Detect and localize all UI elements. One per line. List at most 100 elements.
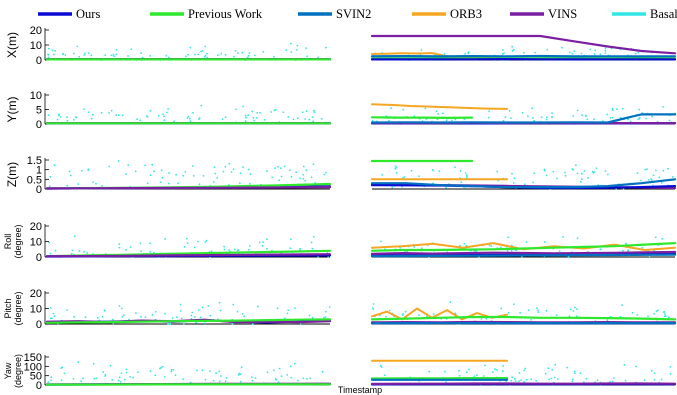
- basalt-point: [635, 365, 637, 368]
- basalt-point: [149, 109, 152, 112]
- basalt-point: [525, 241, 528, 243]
- basalt-point: [118, 376, 121, 379]
- basalt-point: [245, 116, 248, 119]
- basalt-point: [151, 163, 154, 166]
- basalt-point: [390, 107, 392, 110]
- basalt-point: [576, 237, 579, 240]
- basalt-point: [599, 53, 602, 56]
- y-tick-label-yaw: 50: [30, 371, 42, 383]
- basalt-point: [488, 244, 491, 247]
- legend-label-basalt: Basalt: [650, 7, 677, 21]
- basalt-point: [544, 372, 547, 375]
- basalt-point: [475, 250, 478, 253]
- series-orb3-right-y: [371, 103, 508, 110]
- basalt-point: [243, 315, 246, 318]
- basalt-point: [568, 51, 571, 54]
- basalt-point: [110, 54, 113, 57]
- basalt-point: [224, 116, 227, 118]
- basalt-point: [296, 44, 299, 47]
- basalt-point: [648, 255, 651, 258]
- basalt-point: [664, 313, 666, 315]
- basalt-point: [558, 250, 561, 253]
- basalt-point: [669, 372, 672, 375]
- basalt-point: [371, 119, 374, 122]
- basalt-point: [500, 307, 503, 310]
- basalt-point: [624, 379, 627, 382]
- basalt-point: [437, 113, 439, 115]
- basalt-point: [496, 368, 498, 371]
- y-tick-label-z: 0: [36, 184, 42, 196]
- basalt-point: [201, 50, 204, 52]
- basalt-point: [650, 178, 652, 180]
- y-tick-label-z: 0.5: [27, 174, 42, 186]
- basalt-point: [108, 112, 110, 114]
- basalt-point: [286, 312, 289, 315]
- basalt-point: [324, 171, 327, 174]
- basalt-point: [566, 366, 569, 369]
- series-previous-work-left-pitch: [45, 318, 332, 324]
- basalt-point: [527, 115, 529, 117]
- basalt-point: [54, 50, 56, 52]
- y-tick-label-roll: 10: [30, 237, 42, 249]
- basalt-point: [83, 54, 85, 56]
- basalt-point: [168, 56, 170, 59]
- basalt-point: [242, 166, 245, 169]
- basalt-point: [238, 182, 241, 185]
- basalt-point: [115, 53, 118, 56]
- basalt-point: [52, 312, 55, 315]
- basalt-point: [140, 52, 143, 55]
- basalt-point: [518, 372, 521, 374]
- basalt-point: [536, 309, 539, 312]
- basalt-point: [189, 46, 192, 49]
- basalt-point: [125, 371, 128, 374]
- basalt-point: [609, 117, 612, 119]
- basalt-point: [545, 174, 548, 177]
- basalt-point: [277, 381, 280, 384]
- series-previous-work-right-roll: [370, 242, 677, 252]
- panel-pitch: Pitch (degree) 0 10 20: [3, 288, 677, 331]
- basalt-point: [658, 176, 661, 179]
- basalt-point: [193, 246, 196, 249]
- basalt-point: [146, 116, 149, 118]
- basalt-point: [444, 370, 446, 373]
- basalt-point: [266, 170, 268, 173]
- basalt-point: [465, 371, 468, 374]
- basalt-point: [280, 175, 283, 178]
- basalt-point: [488, 110, 490, 112]
- series-orb3-right-pitch: [371, 307, 508, 321]
- y-axis-label-y: Y(m): [5, 97, 19, 123]
- basalt-point: [296, 49, 298, 51]
- basalt-point: [667, 167, 669, 170]
- basalt-point: [580, 52, 583, 55]
- basalt-point: [47, 114, 50, 117]
- basalt-point: [476, 374, 478, 376]
- basalt-point: [201, 369, 204, 372]
- basalt-point: [47, 47, 50, 50]
- basalt-point: [261, 244, 264, 247]
- basalt-point: [248, 52, 251, 54]
- basalt-point: [127, 55, 129, 57]
- basalt-point: [302, 165, 305, 168]
- basalt-point: [305, 110, 308, 113]
- panel-z: Z(m) 00.511.5: [5, 155, 677, 196]
- basalt-point: [278, 179, 280, 182]
- basalt-point: [653, 378, 656, 381]
- basalt-point: [308, 118, 311, 121]
- basalt-point: [571, 378, 574, 381]
- basalt-point: [48, 241, 50, 244]
- basalt-point: [290, 42, 292, 45]
- basalt-point: [101, 185, 103, 187]
- basalt-point: [209, 314, 212, 317]
- basalt-point: [500, 246, 502, 249]
- basalt-point: [247, 168, 250, 171]
- basalt-point: [638, 116, 641, 119]
- basalt-point: [249, 173, 252, 175]
- basalt-point: [120, 307, 123, 310]
- basalt-point: [283, 165, 286, 168]
- basalt-point: [302, 377, 305, 380]
- basalt-point: [259, 111, 261, 114]
- basalt-point: [463, 118, 466, 121]
- basalt-point: [304, 179, 307, 182]
- basalt-point: [525, 378, 528, 381]
- basalt-point: [395, 166, 398, 169]
